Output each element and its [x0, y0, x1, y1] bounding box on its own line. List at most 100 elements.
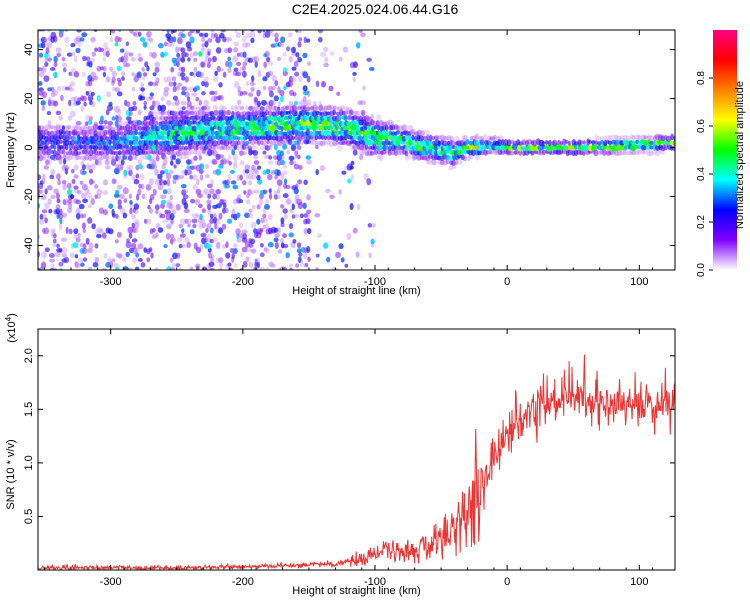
spectrogram-cell — [309, 139, 314, 145]
spectrogram-cell — [369, 66, 375, 71]
spectrogram-cell — [449, 135, 454, 142]
spectrogram-cell — [172, 178, 177, 185]
spectrogram-cell — [142, 72, 148, 77]
spectrogram-cell — [294, 135, 299, 141]
spectrogram-cell — [269, 140, 273, 148]
spectrogram-cell — [286, 149, 291, 155]
spectrogram-cell — [294, 194, 300, 201]
spectrogram-cell — [166, 266, 172, 270]
spectrogram-cell — [651, 149, 658, 155]
spectrogram-cell — [76, 124, 82, 132]
spectrogram-cell — [159, 213, 166, 219]
spectrogram-cell — [291, 136, 295, 141]
spectrogram-cell — [189, 134, 195, 142]
spectrogram-cell — [157, 43, 164, 49]
spectrogram-cell — [238, 126, 245, 131]
spectrogram-cell — [85, 237, 90, 245]
spectrogram-cell — [166, 42, 172, 47]
spectrogram-cell — [73, 55, 78, 63]
spectrogram-cell — [38, 174, 42, 181]
spectrogram-cell — [245, 42, 251, 48]
spectrogram-cell — [209, 218, 215, 224]
spectrogram-cell — [421, 155, 428, 161]
spectrogram-cell — [61, 237, 67, 242]
spectrogram-cell — [82, 30, 87, 32]
spectrogram-cell — [213, 33, 218, 38]
spectrogram-cell — [315, 110, 320, 115]
spectrogram-cell — [172, 208, 177, 215]
spectrogram-cell — [265, 168, 271, 175]
colorbar-gradient — [713, 30, 737, 270]
spectrogram-cell — [150, 252, 154, 259]
spectrogram-cell — [274, 32, 279, 39]
spectrogram-cell — [185, 169, 192, 176]
snr-mult-exp: 4 — [4, 316, 13, 321]
spectrogram-cell — [116, 153, 121, 161]
spectrogram-cell — [309, 105, 315, 111]
spectrogram-cell — [151, 234, 157, 240]
spectrogram-cell — [136, 193, 140, 201]
spectrogram-cell — [105, 76, 111, 83]
spectrogram-cell — [241, 90, 248, 96]
spectrogram-cell — [270, 100, 276, 106]
spectrogram-cell — [422, 129, 426, 135]
spectrogram-cell — [616, 149, 623, 157]
spectrogram-cell — [83, 101, 87, 107]
spectrogram-cell — [501, 144, 505, 152]
spectrogram-cell — [67, 154, 72, 161]
spectrogram-cell — [172, 252, 178, 260]
spectrogram-cell — [377, 149, 381, 155]
spectrogram-cell — [210, 32, 215, 39]
spectrogram-cell — [648, 135, 654, 142]
spectrogram-cell — [497, 139, 503, 146]
spectrogram-cell — [323, 242, 329, 249]
spectrogram-cell — [61, 62, 68, 68]
spectrogram-cell — [139, 154, 144, 161]
spectrogram-cell — [373, 125, 377, 130]
spectrogram-cell — [166, 179, 171, 187]
spectrogram-cell — [215, 120, 220, 126]
spectrogram-cell — [181, 106, 186, 111]
spectrogram-cell — [208, 188, 215, 195]
spectrogram-cell — [249, 30, 256, 32]
spectrogram-cell — [128, 247, 135, 253]
spectrogram-cell — [216, 95, 222, 101]
spectrogram-cell — [277, 188, 281, 194]
spectrogram-cell — [216, 217, 221, 225]
spectrogram-cell — [175, 158, 181, 165]
spectrogram-cell — [189, 110, 195, 116]
spectrogram-cell — [564, 139, 569, 144]
spectrogram-cell — [186, 241, 191, 249]
spectrogram-cell — [323, 139, 328, 146]
spectrogram-cell — [69, 71, 75, 77]
spectrogram-cell — [301, 120, 308, 126]
spectrogram-cell — [259, 106, 265, 112]
spectrogram-cell — [623, 149, 627, 156]
spectrogram-cell — [163, 86, 170, 92]
spectrogram-cell — [597, 150, 603, 155]
spectrogram-cell — [58, 262, 64, 267]
spectrogram-cell — [131, 72, 136, 77]
spectrogram-cell — [360, 100, 366, 106]
spectrogram-cell — [183, 86, 190, 93]
spectrogram-cell — [227, 61, 233, 68]
spectrogram-cell — [233, 67, 239, 72]
spectrogram-cell — [445, 154, 450, 160]
spectrogram-cell — [75, 237, 81, 243]
spectrogram-cell — [268, 99, 274, 107]
spectrogram-cell — [257, 179, 263, 185]
spectrogram-cell — [265, 71, 271, 78]
spectrogram-cell — [286, 46, 291, 52]
spectrogram-cell — [143, 218, 148, 224]
spectrogram-cell — [306, 106, 311, 112]
spectrogram-cell — [247, 145, 253, 151]
spectrogram-cell — [323, 105, 329, 111]
spectrogram-cell — [235, 110, 241, 118]
spectrogram-cell — [77, 40, 82, 48]
spectrogram-y-tick-label: -40 — [23, 238, 35, 254]
spectrogram-cell — [343, 114, 348, 122]
spectrogram-cell — [89, 116, 93, 121]
spectrogram-cell — [405, 144, 410, 152]
spectrogram-cell — [239, 174, 243, 181]
spectrogram-cell — [267, 242, 274, 248]
